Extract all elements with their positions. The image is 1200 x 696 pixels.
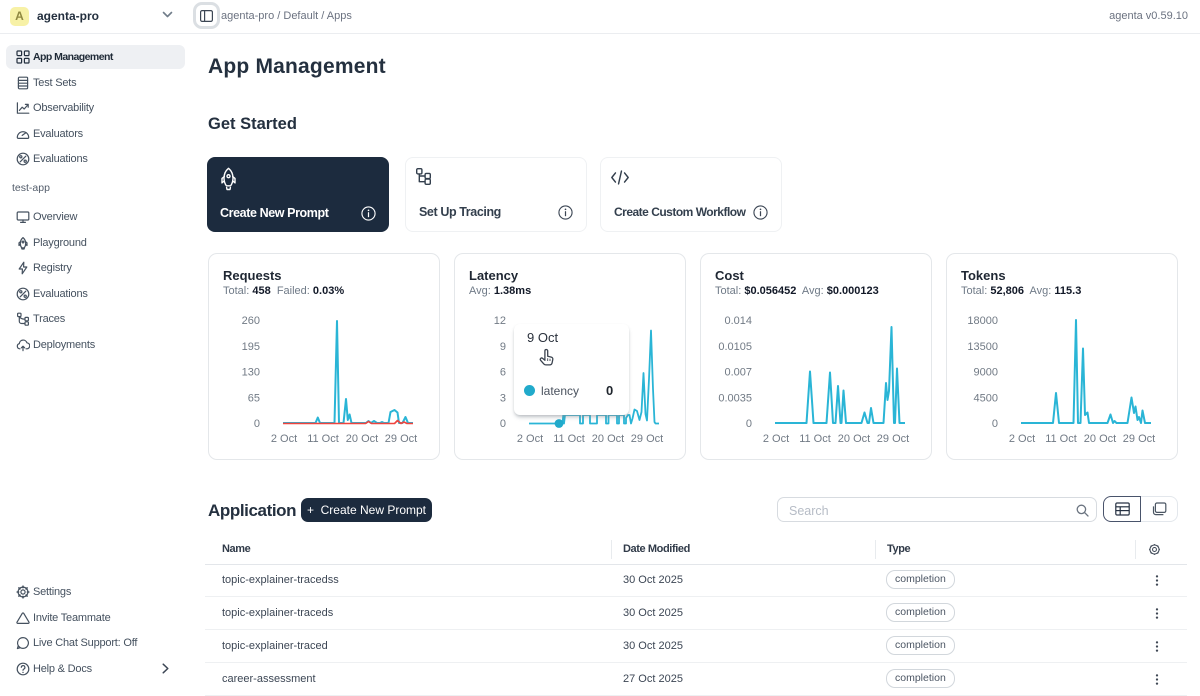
- svg-text:11 Oct: 11 Oct: [799, 433, 831, 445]
- svg-text:12: 12: [494, 315, 506, 327]
- svg-text:29 Oct: 29 Oct: [631, 433, 663, 445]
- svg-text:2 Oct: 2 Oct: [1009, 433, 1035, 445]
- svg-text:3: 3: [500, 392, 506, 404]
- svg-text:195: 195: [242, 341, 260, 353]
- svg-text:2 Oct: 2 Oct: [271, 433, 297, 445]
- svg-text:29 Oct: 29 Oct: [385, 433, 417, 445]
- svg-text:29 Oct: 29 Oct: [1123, 433, 1155, 445]
- svg-text:20 Oct: 20 Oct: [838, 433, 870, 445]
- svg-text:0: 0: [254, 418, 260, 430]
- svg-text:65: 65: [248, 392, 260, 404]
- svg-text:18000: 18000: [967, 315, 998, 327]
- svg-text:0: 0: [992, 418, 998, 430]
- svg-text:11 Oct: 11 Oct: [1045, 433, 1077, 445]
- svg-text:130: 130: [242, 367, 260, 379]
- svg-text:20 Oct: 20 Oct: [346, 433, 378, 445]
- svg-text:0.014: 0.014: [724, 315, 752, 327]
- svg-text:2 Oct: 2 Oct: [517, 433, 543, 445]
- svg-text:20 Oct: 20 Oct: [592, 433, 624, 445]
- svg-text:0: 0: [746, 418, 752, 430]
- svg-text:9: 9: [500, 341, 506, 353]
- svg-text:9000: 9000: [974, 367, 998, 379]
- svg-text:0: 0: [500, 418, 506, 430]
- svg-text:0.007: 0.007: [724, 367, 752, 379]
- svg-text:11 Oct: 11 Oct: [553, 433, 585, 445]
- svg-text:0.0105: 0.0105: [718, 341, 752, 353]
- svg-text:0.0035: 0.0035: [718, 392, 752, 404]
- svg-text:20 Oct: 20 Oct: [1084, 433, 1116, 445]
- svg-text:11 Oct: 11 Oct: [307, 433, 339, 445]
- svg-text:4500: 4500: [974, 392, 998, 404]
- svg-text:29 Oct: 29 Oct: [877, 433, 909, 445]
- svg-text:6: 6: [500, 367, 506, 379]
- svg-text:2 Oct: 2 Oct: [763, 433, 789, 445]
- svg-text:260: 260: [242, 315, 260, 327]
- svg-text:13500: 13500: [967, 341, 998, 353]
